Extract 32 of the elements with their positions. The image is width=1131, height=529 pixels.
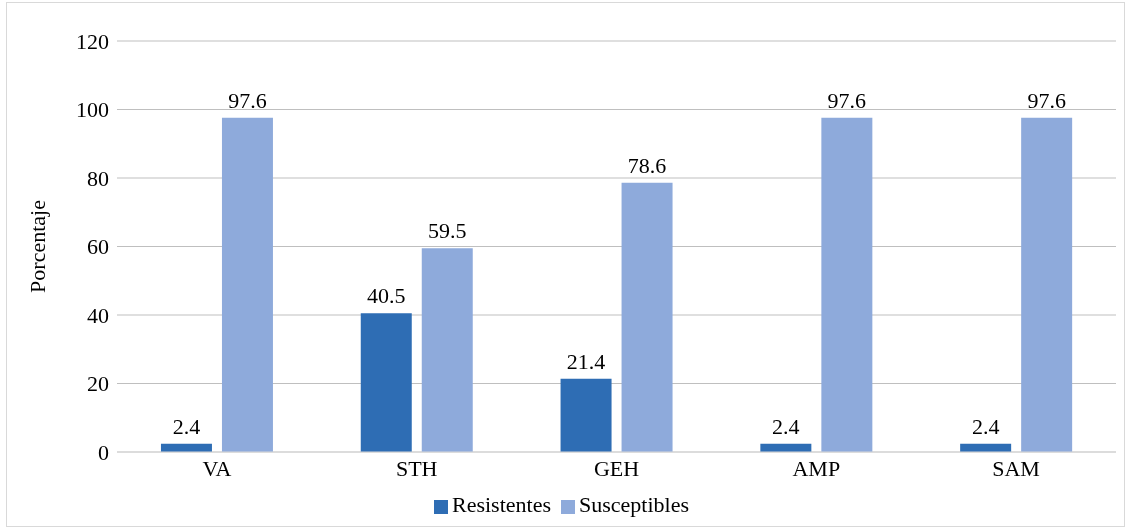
y-tick-label: 60 [87,234,109,260]
data-label: 97.6 [1027,87,1066,113]
data-label: 97.6 [228,87,267,113]
x-tick-label: GEH [593,455,640,481]
y-tick-label: 80 [87,165,109,191]
y-tick-label: 100 [76,97,109,123]
x-tick-label: STH [395,455,438,481]
y-tick-label: 120 [76,28,109,54]
data-label: 2.4 [971,413,1000,439]
data-label: 97.6 [827,87,867,113]
data-label: 21.4 [566,348,606,374]
bar [421,248,473,452]
bar [360,313,412,452]
data-label: 78.6 [627,152,667,178]
data-label: 2.4 [172,413,201,439]
y-axis-title: Porcentaje [24,200,50,293]
y-tick-label: 20 [87,371,109,397]
x-tick-label: AMP [792,455,841,481]
data-label: 2.4 [772,413,800,439]
y-tick-label: 0 [98,439,109,465]
bar [221,117,273,452]
bar [560,378,612,452]
bar [821,117,873,452]
x-tick-label: VA [202,455,232,481]
bar [1021,117,1073,452]
y-tick-label: 40 [87,302,109,328]
bar [621,182,673,452]
legend-label: Resistentes [452,492,551,517]
data-label: 59.5 [428,218,467,244]
x-tick-label: SAM [992,455,1040,481]
legend-label: Susceptibles [579,492,689,517]
data-label: 40.5 [367,283,406,309]
